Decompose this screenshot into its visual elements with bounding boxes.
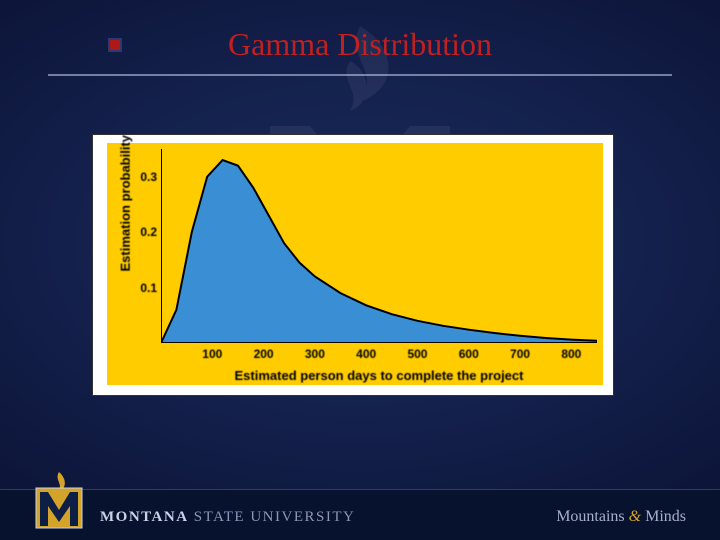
footer-university: MONTANA STATE UNIVERSITY	[100, 509, 355, 526]
footer-uni-rest: STATE UNIVERSITY	[194, 509, 356, 525]
footer-motto: Mountains & Minds	[556, 508, 686, 526]
x-tick: 700	[510, 347, 530, 361]
x-tick: 200	[254, 347, 274, 361]
x-tick: 400	[356, 347, 376, 361]
x-tick: 800	[561, 347, 581, 361]
slide: Gamma Distribution Estimation probabilit…	[0, 0, 720, 540]
title-divider	[48, 74, 672, 76]
y-tick: 0.3	[131, 170, 157, 184]
x-tick: 300	[305, 347, 325, 361]
footer-bar: MONTANA STATE UNIVERSITY Mountains & Min…	[0, 489, 720, 540]
y-axis-label: Estimation probability	[118, 135, 133, 272]
y-tick: 0.1	[131, 281, 157, 295]
chart-background: Estimation probability Estimated person …	[107, 143, 603, 385]
x-tick: 600	[459, 347, 479, 361]
motto-right: Minds	[645, 508, 686, 525]
motto-amp-icon: &	[629, 508, 641, 525]
footer-uni-bold: MONTANA	[100, 509, 189, 525]
slide-title: Gamma Distribution	[0, 26, 720, 63]
x-axis-label: Estimated person days to complete the pr…	[161, 368, 597, 383]
gamma-chart: Estimation probability Estimated person …	[92, 134, 614, 396]
chart-svg	[161, 149, 597, 343]
msu-logo-icon	[30, 470, 88, 532]
motto-left: Mountains	[556, 508, 624, 525]
plot-area	[161, 149, 597, 343]
x-tick: 100	[202, 347, 222, 361]
y-tick: 0.2	[131, 225, 157, 239]
x-tick: 500	[407, 347, 427, 361]
